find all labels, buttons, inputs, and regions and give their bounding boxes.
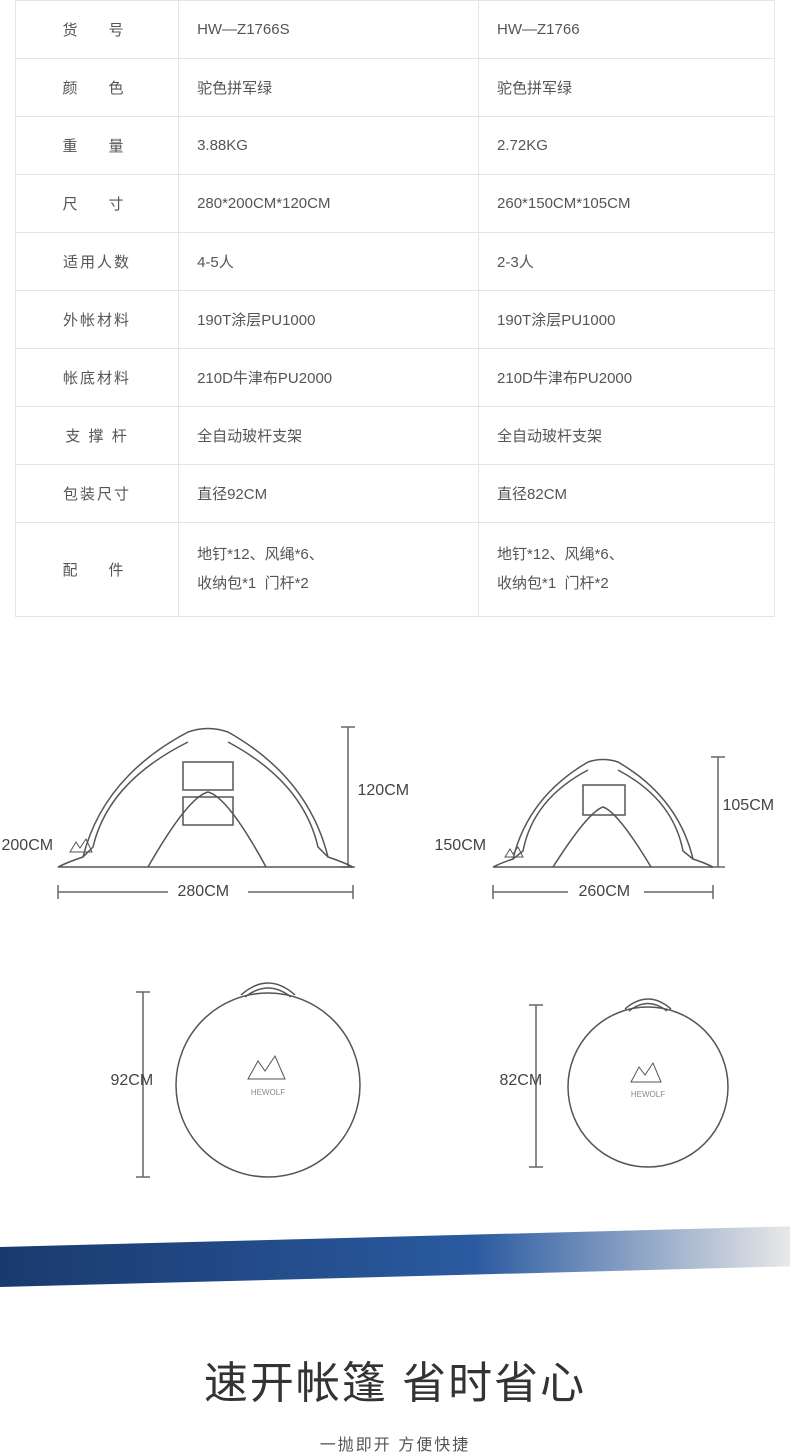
bag2-diameter-label: 82CM [500,1072,543,1090]
table-row: 尺 寸280*200CM*120CM260*150CM*105CM [16,175,775,233]
spec-value-2: 地钉*12、风绳*6、收纳包*1 门杆*2 [479,523,775,617]
tent1-height-label: 120CM [358,782,410,800]
table-row: 货 号HW—Z1766SHW—Z1766 [16,1,775,59]
spec-value-2: 210D牛津布PU2000 [479,349,775,407]
spec-label: 外帐材料 [16,291,179,349]
table-row: 外帐材料190T涂层PU1000190T涂层PU1000 [16,291,775,349]
bag1-svg: HEWOLF [23,967,383,1187]
spec-label: 重 量 [16,117,179,175]
tent1-width-label: 280CM [178,883,230,901]
spec-label: 尺 寸 [16,175,179,233]
spec-label: 包装尺寸 [16,465,179,523]
bag-diagram-small: 82CM HEWOLF [428,967,768,1187]
spec-label: 货 号 [16,1,179,59]
spec-table: 货 号HW—Z1766SHW—Z1766颜 色驼色拼军绿驼色拼军绿重 量3.88… [15,0,775,617]
diagram-section: 200CM 120CM [0,707,790,1187]
spec-value-1: HW—Z1766S [179,1,479,59]
tent2-depth-label: 150CM [435,837,487,855]
spec-label: 配 件 [16,523,179,617]
table-row: 重 量3.88KG2.72KG [16,117,775,175]
spec-value-1: 直径92CM [179,465,479,523]
headline-subtitle: 一抛即开 方便快捷 [0,1431,790,1455]
spec-value-1: 全自动玻杆支架 [179,407,479,465]
tent2-width-label: 260CM [579,883,631,901]
tent-diagram-large: 200CM 120CM [8,707,408,907]
spec-value-2: 直径82CM [479,465,775,523]
table-row: 配 件地钉*12、风绳*6、收纳包*1 门杆*2地钉*12、风绳*6、收纳包*1… [16,523,775,617]
spec-value-1: 280*200CM*120CM [179,175,479,233]
spec-value-2: 全自动玻杆支架 [479,407,775,465]
table-row: 颜 色驼色拼军绿驼色拼军绿 [16,59,775,117]
table-row: 帐底材料210D牛津布PU2000210D牛津布PU2000 [16,349,775,407]
spec-value-1: 4-5人 [179,233,479,291]
spec-label: 帐底材料 [16,349,179,407]
spec-value-2: 260*150CM*105CM [479,175,775,233]
spec-value-2: 驼色拼军绿 [479,59,775,117]
bag2-svg: HEWOLF [428,967,768,1187]
spec-value-2: 2-3人 [479,233,775,291]
headline-block: 速开帐篷 省时省心 一抛即开 方便快捷 [0,1347,790,1455]
headline-title: 速开帐篷 省时省心 [0,1347,790,1411]
tent2-height-label: 105CM [723,797,775,815]
spec-value-2: 2.72KG [479,117,775,175]
spec-label: 颜 色 [16,59,179,117]
spec-label: 适用人数 [16,233,179,291]
spec-value-1: 190T涂层PU1000 [179,291,479,349]
spec-value-1: 3.88KG [179,117,479,175]
banner-stripe [0,1226,790,1287]
bag-diagram-large: 92CM HEWOLF [23,967,383,1187]
tent1-svg [8,707,408,907]
table-row: 支 撑 杆全自动玻杆支架全自动玻杆支架 [16,407,775,465]
tent-diagram-small: 150CM 105CM 260CM [423,707,783,907]
bag1-diameter-label: 92CM [111,1072,154,1090]
spec-value-1: 地钉*12、风绳*6、收纳包*1 门杆*2 [179,523,479,617]
tent1-depth-label: 200CM [2,837,54,855]
spec-value-1: 210D牛津布PU2000 [179,349,479,407]
table-row: 适用人数4-5人2-3人 [16,233,775,291]
spec-value-2: 190T涂层PU1000 [479,291,775,349]
bag1-logo-text: HEWOLF [250,1088,284,1097]
table-row: 包装尺寸直径92CM直径82CM [16,465,775,523]
spec-value-1: 驼色拼军绿 [179,59,479,117]
spec-label: 支 撑 杆 [16,407,179,465]
bag2-logo-text: HEWOLF [630,1090,664,1099]
spec-value-2: HW—Z1766 [479,1,775,59]
